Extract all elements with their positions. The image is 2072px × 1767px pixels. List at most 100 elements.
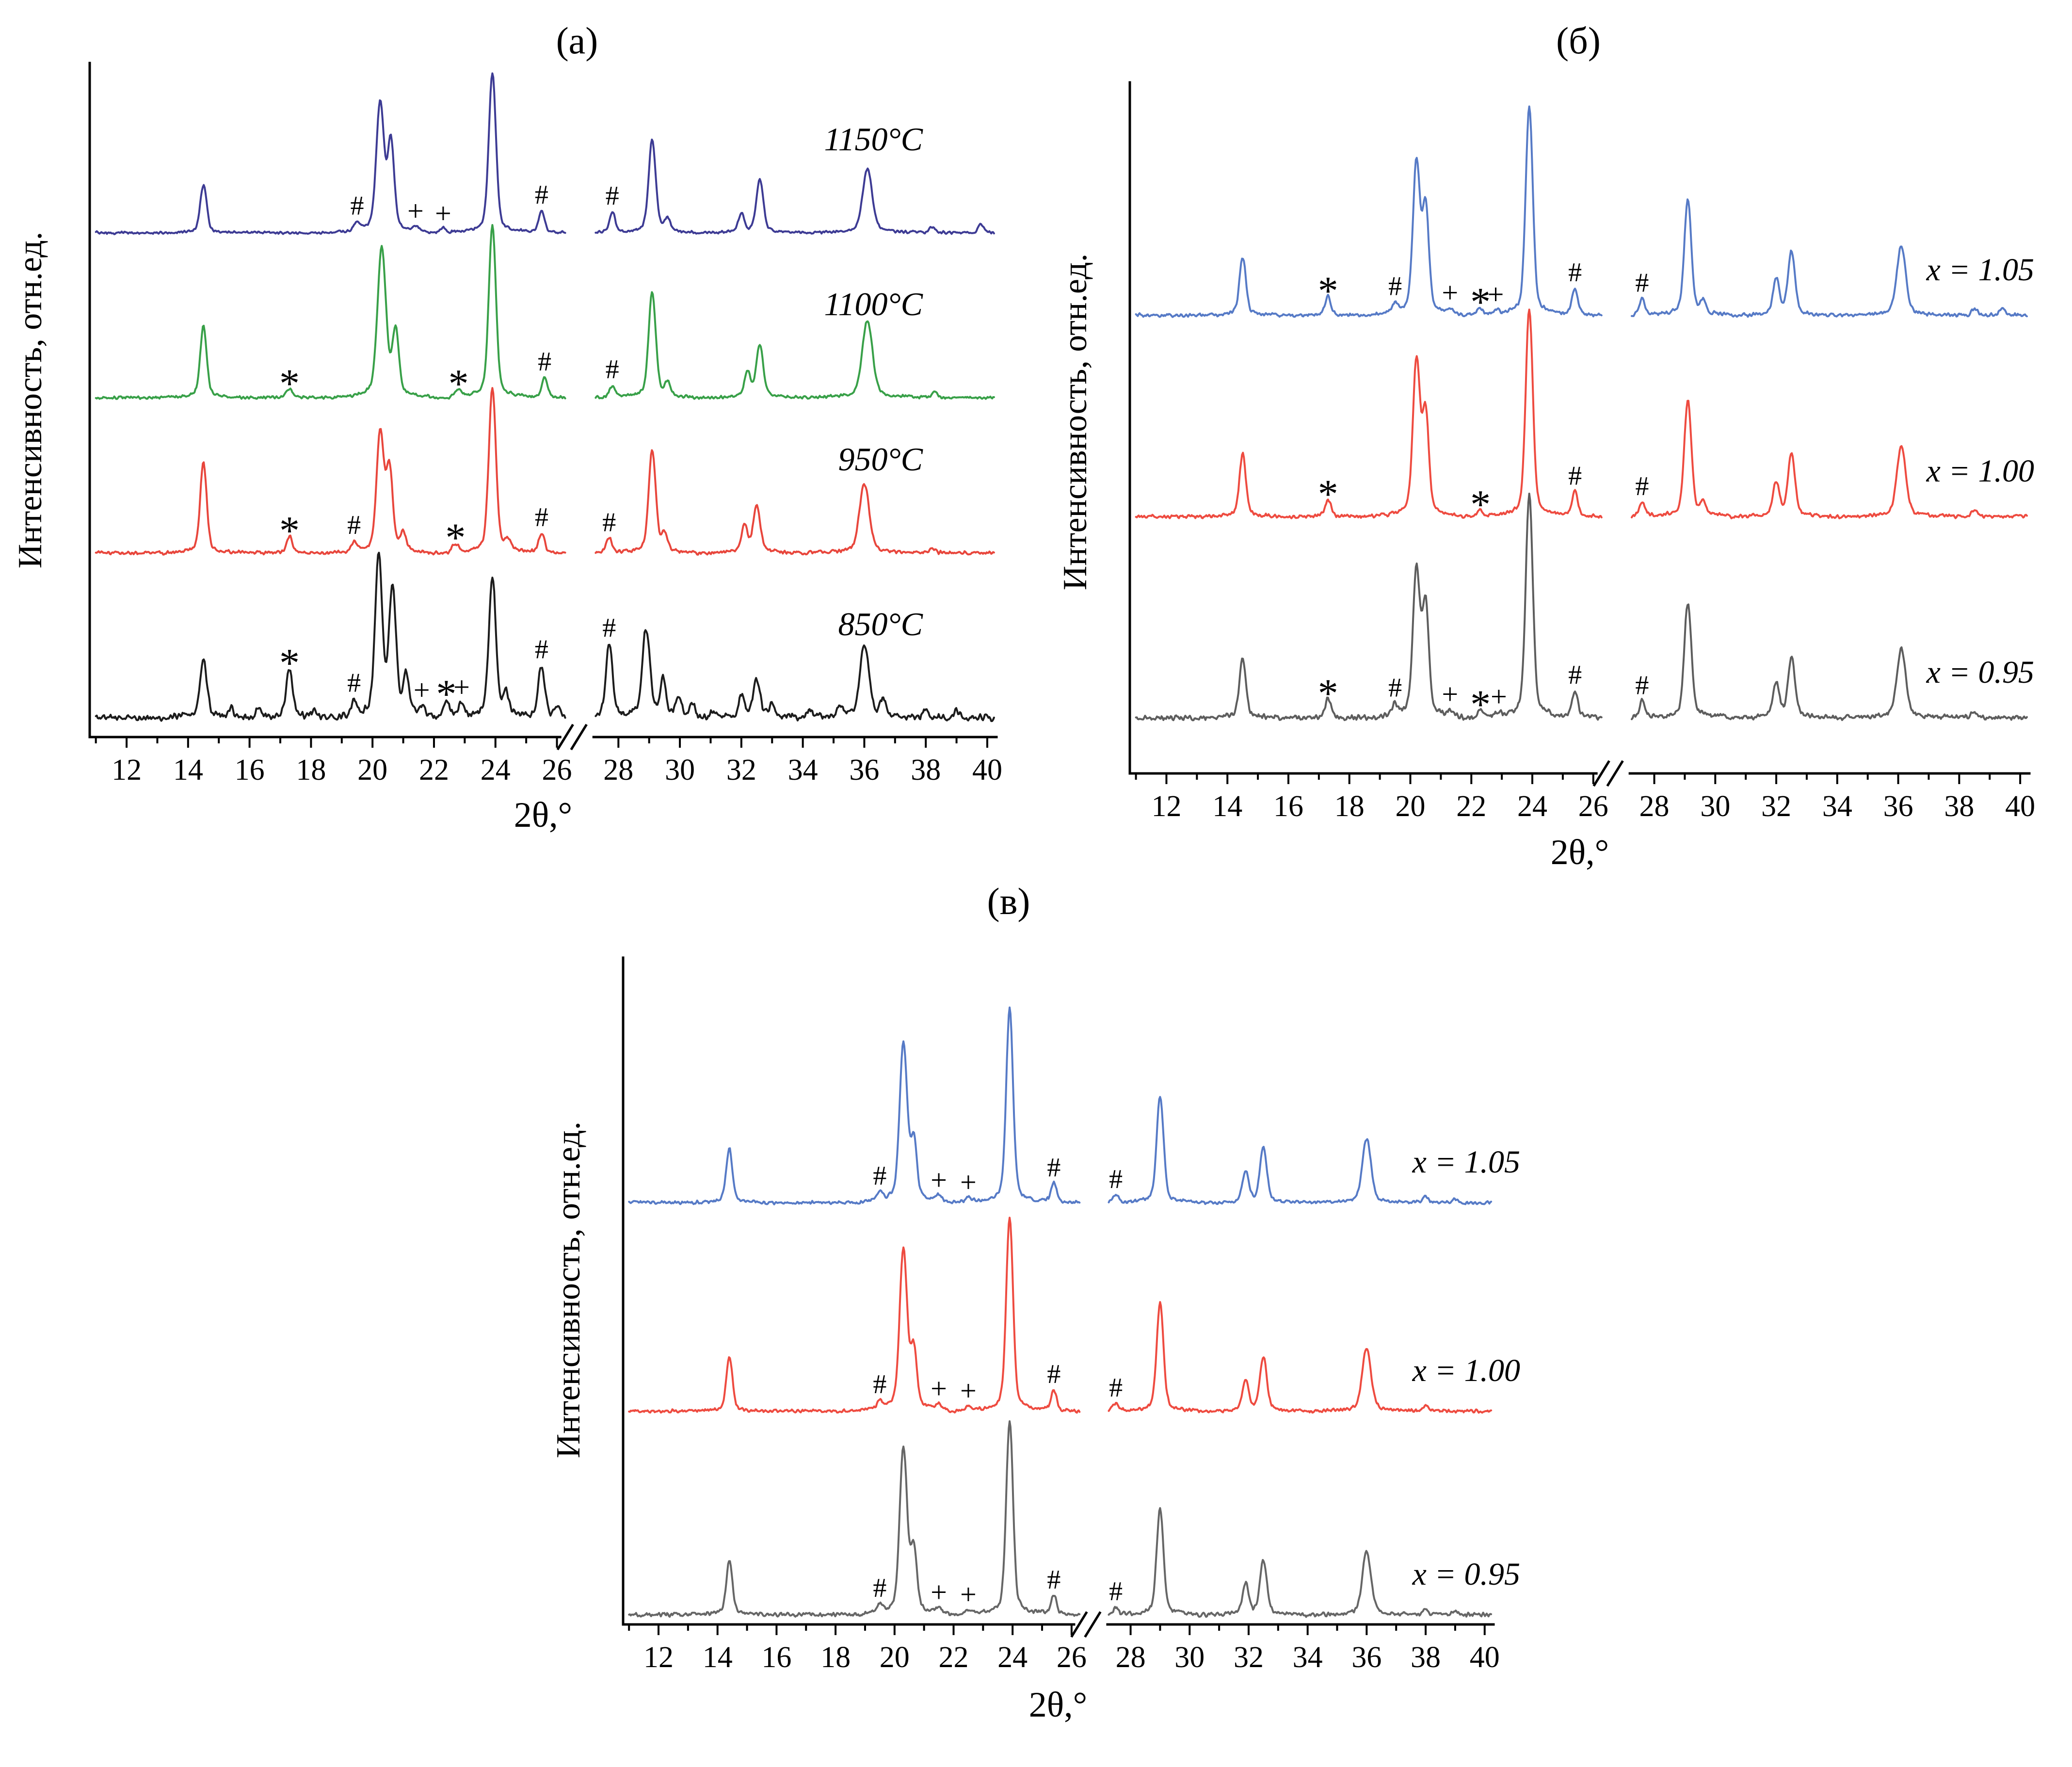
panel-b-x-axis-title: 2θ,° — [1551, 833, 1609, 872]
trace-label-1100-C: 1100°C — [824, 286, 923, 322]
peak-marker-hash-icon: # — [1568, 461, 1582, 491]
peak-marker-hash-icon: # — [538, 347, 551, 377]
peak-marker-asterisk-icon: * — [1318, 472, 1338, 517]
axis-break-icon — [1606, 760, 1624, 787]
x-tick-label: 18 — [820, 1641, 851, 1674]
trace-x-1.00 — [1135, 308, 2028, 519]
peak-marker-hash-icon: # — [347, 668, 361, 698]
peak-marker-plus-icon: + — [960, 1578, 977, 1610]
peak-marker-plus-icon: + — [931, 1373, 947, 1405]
x-tick-label: 36 — [849, 754, 879, 787]
panel-v-plot: 12 14 16 18 20 22 24 26 28 30 32 34 36 38 40 # + + # # x = 1… — [622, 956, 1520, 1674]
x-tick-label: 18 — [296, 754, 326, 787]
panel-a-plot: 12 14 16 18 20 22 24 26 28 30 32 34 36 38 40 # + + # #1150°… — [88, 62, 1002, 787]
peak-marker-asterisk-icon: * — [1318, 671, 1338, 716]
peak-marker-asterisk-icon: * — [279, 641, 300, 686]
x-tick-label: 16 — [235, 754, 265, 787]
x-tick-label: 26 — [1578, 790, 1608, 823]
x-tick-label: 24 — [1517, 790, 1547, 823]
panel-b-y-axis-title: Интенсивность, отн.ед. — [1057, 254, 1094, 590]
x-tick-label: 14 — [173, 754, 203, 787]
x-tick-label: 38 — [1411, 1641, 1441, 1674]
trace-label-950-C: 950°C — [838, 441, 923, 478]
peak-marker-plus-icon: + — [435, 197, 451, 229]
panel-a-title: (а) — [556, 19, 598, 62]
x-tick-label: 36 — [1883, 790, 1913, 823]
x-tick-label: 24 — [481, 754, 511, 787]
peak-marker-hash-icon: # — [1635, 671, 1649, 701]
x-tick-label: 34 — [1822, 790, 1852, 823]
axis-break-icon — [570, 723, 588, 751]
peak-marker-hash-icon: # — [873, 1369, 886, 1399]
panel-a-y-axis-title: Интенсивность, отн.ед. — [12, 232, 49, 568]
axis-break-icon — [1070, 1611, 1088, 1638]
trace-950-C — [95, 387, 995, 556]
peak-marker-hash-icon: # — [350, 191, 364, 221]
x-tick-label: 20 — [880, 1641, 910, 1674]
peak-marker-asterisk-icon: * — [279, 361, 300, 406]
x-tick-label: 30 — [1174, 1641, 1205, 1674]
panel-b-title: (б) — [1556, 19, 1601, 62]
panel-a-x-axis-title: 2θ,° — [514, 795, 573, 835]
x-tick-label: 40 — [1470, 1641, 1500, 1674]
x-tick-label: 40 — [2005, 790, 2035, 823]
x-tick-label: 28 — [1639, 790, 1670, 823]
trace-label-1150-C: 1150°C — [824, 121, 923, 158]
axis-break-icon — [1592, 760, 1610, 787]
x-tick-label: 32 — [1234, 1641, 1264, 1674]
peak-marker-hash-icon: # — [1388, 272, 1402, 302]
peak-marker-asterisk-icon: * — [1470, 482, 1491, 527]
trace-label-850-C: 850°C — [838, 606, 923, 643]
peak-marker-hash-icon: # — [606, 354, 619, 385]
x-tick-label: 30 — [1700, 790, 1730, 823]
x-tick-label: 34 — [788, 754, 818, 787]
x-tick-label: 22 — [419, 754, 449, 787]
peak-marker-asterisk-icon: * — [1470, 280, 1491, 325]
trace-1100-C — [95, 224, 995, 400]
peak-marker-hash-icon: # — [873, 1573, 886, 1603]
x-tick-label: 14 — [1212, 790, 1242, 823]
peak-marker-plus-icon: + — [414, 674, 430, 706]
peak-marker-hash-icon: # — [602, 613, 616, 643]
peak-marker-hash-icon: # — [1109, 1373, 1123, 1403]
x-tick-label: 16 — [761, 1641, 791, 1674]
peak-marker-plus-icon: + — [1488, 278, 1504, 310]
axis-break-icon — [556, 723, 574, 751]
trace-x-0.95 — [1135, 493, 2028, 722]
x-tick-label: 20 — [357, 754, 387, 787]
peak-marker-plus-icon: + — [931, 1164, 947, 1196]
peak-marker-hash-icon: # — [1568, 257, 1582, 288]
peak-marker-hash-icon: # — [535, 180, 548, 210]
trace-label-x-1.00: x = 1.00 — [1412, 1353, 1520, 1388]
trace-1150-C — [95, 72, 995, 236]
panel-v-x-axis-title: 2θ,° — [1029, 1685, 1088, 1725]
x-tick-label: 32 — [1761, 790, 1791, 823]
x-tick-label: 12 — [112, 754, 142, 787]
peak-marker-asterisk-icon: * — [279, 508, 300, 553]
peak-marker-asterisk-icon: * — [1318, 268, 1338, 313]
x-tick-label: 26 — [1057, 1641, 1087, 1674]
peak-marker-hash-icon: # — [1635, 268, 1649, 298]
peak-marker-plus-icon: + — [960, 1375, 977, 1407]
panel-b-plot: 12 14 16 18 20 22 24 26 28 30 32 34 36 38 40* # + *+# # x =… — [1128, 81, 2035, 823]
peak-marker-plus-icon: + — [453, 671, 470, 703]
trace-label-x-1.00: x = 1.00 — [1926, 453, 2034, 489]
x-tick-label: 36 — [1351, 1641, 1381, 1674]
peak-marker-plus-icon: + — [407, 195, 424, 227]
x-tick-label: 12 — [1151, 790, 1181, 823]
trace-label-x-1.05: x = 1.05 — [1926, 252, 2034, 288]
x-tick-label: 30 — [665, 754, 695, 787]
trace-x-0.95 — [628, 1420, 1493, 1618]
peak-marker-hash-icon: # — [1388, 673, 1402, 703]
trace-label-x-0.95: x = 0.95 — [1412, 1557, 1520, 1592]
peak-marker-hash-icon: # — [1109, 1576, 1123, 1606]
x-tick-label: 22 — [1456, 790, 1486, 823]
x-tick-label: 24 — [997, 1641, 1028, 1674]
peak-marker-hash-icon: # — [535, 502, 548, 532]
trace-x-1.05 — [628, 1006, 1493, 1205]
x-tick-label: 26 — [542, 754, 572, 787]
x-tick-label: 16 — [1273, 790, 1303, 823]
x-tick-label: 28 — [1116, 1641, 1146, 1674]
panel-v-title: (в) — [987, 880, 1030, 922]
